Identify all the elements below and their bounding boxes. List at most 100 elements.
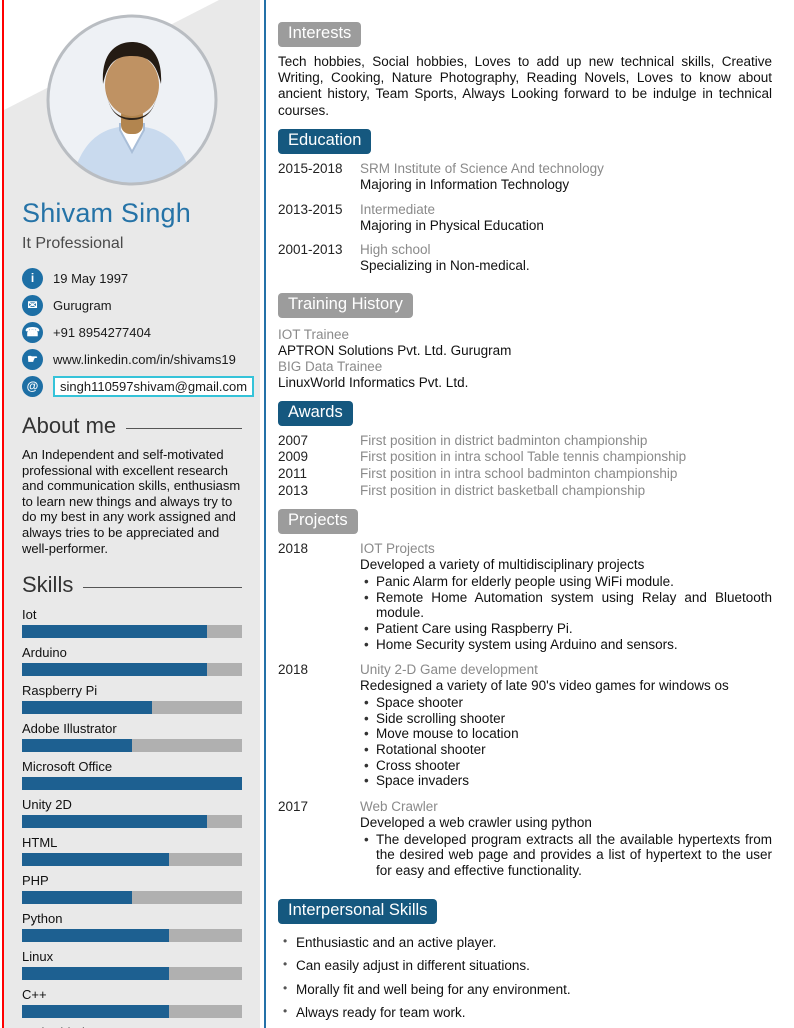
section-badge-education: Education: [278, 128, 372, 154]
person-name: Shivam Singh: [22, 198, 191, 228]
project-bullet: Space shooter: [360, 695, 772, 711]
skill-item: Unity 2D: [22, 797, 242, 829]
location-text: Gurugram: [53, 297, 112, 313]
project-year: 2017: [278, 798, 309, 814]
skill-bar: [22, 777, 242, 791]
education-years: 2013-2015: [278, 201, 343, 217]
column-divider-line: [264, 0, 266, 1028]
project-title: IOT Projects: [360, 541, 435, 557]
skill-label: Adobe Illustrator: [22, 721, 117, 737]
linkedin-link[interactable]: www.linkedin.com/in/shivams19: [53, 351, 236, 367]
project-item: 2018 IOT Projects Developed a variety of…: [278, 541, 772, 652]
skill-label: PHP: [22, 873, 49, 889]
education-major: Majoring in Information Technology: [360, 176, 570, 192]
info-icon: i: [22, 267, 43, 289]
award-text: First position in intra school Table ten…: [360, 449, 687, 465]
project-bullet: The developed program extracts all the a…: [360, 832, 772, 879]
phone-icon: ☎: [22, 321, 43, 343]
project-desc: Redesigned a variety of late 90's video …: [360, 678, 729, 694]
skill-bar-fill: [22, 967, 170, 981]
birthdate-text: 19 May 1997: [53, 270, 129, 286]
sidebar: Shivam Singh It Professional i 19 May 19…: [4, 0, 260, 1028]
award-year: 2011: [278, 466, 308, 481]
skill-item: Iot: [22, 607, 242, 639]
award-text: First position in district badminton cha…: [360, 432, 648, 448]
skill-bar-fill: [22, 625, 207, 639]
project-bullet: Patient Care using Raspberry Pi.: [360, 621, 772, 637]
education-item: 2013-2015 Intermediate Majoring in Physi…: [278, 202, 772, 234]
skill-label: Raspberry Pi: [22, 683, 98, 699]
skill-label: Embedded C: [22, 1025, 242, 1028]
skill-bar-fill: [22, 853, 170, 867]
skill-item: Python: [22, 911, 242, 943]
contact-list: i 19 May 1997 ✉ Gurugram ☎ +91 895427740…: [22, 267, 255, 397]
award-year: 2007: [278, 432, 309, 448]
skill-bar: [22, 967, 242, 981]
project-bullets: Panic Alarm for elderly people using WiF…: [360, 574, 772, 652]
skill-bar: [22, 929, 242, 943]
project-bullet: Side scrolling shooter: [360, 711, 772, 727]
skill-label: Microsoft Office: [22, 759, 113, 775]
skill-bar: [22, 701, 242, 715]
contact-location: ✉ Gurugram: [22, 294, 242, 316]
project-bullet: Space invaders: [360, 773, 772, 789]
project-bullets: Space shooter Side scrolling shooter Mov…: [360, 695, 772, 789]
skill-label: Python: [22, 911, 63, 927]
education-school: SRM Institute of Science And technology: [360, 160, 604, 176]
project-year: 2018: [278, 541, 309, 557]
contact-birthdate: i 19 May 1997: [22, 267, 242, 289]
interpersonal-list: Enthusiastic and an active player. Can e…: [278, 935, 772, 1028]
award-item: 2009 First position in intra school Tabl…: [278, 449, 772, 465]
project-bullet: Panic Alarm for elderly people using WiF…: [360, 574, 772, 590]
skill-item: C++: [22, 987, 242, 1019]
contact-phone: ☎ +91 8954277404: [22, 321, 242, 343]
skill-item: Adobe Illustrator: [22, 721, 242, 753]
education-list: 2015-2018 SRM Institute of Science And t…: [278, 161, 772, 275]
project-year: 2018: [278, 662, 309, 678]
project-bullet: Rotational shooter: [360, 742, 772, 758]
education-school: Intermediate: [360, 201, 436, 217]
skill-label: HTML: [22, 835, 58, 851]
project-bullet: Home Security system using Arduino and s…: [360, 637, 772, 653]
skill-bar: [22, 891, 242, 905]
training-company: APTRON Solutions Pvt. Ltd. Gurugram: [278, 343, 512, 359]
skill-item: PHP: [22, 873, 242, 905]
project-bullet: Move mouse to location: [360, 726, 772, 742]
education-school: High school: [360, 242, 431, 258]
avatar: [46, 14, 218, 186]
heading-rule: [126, 427, 242, 429]
skill-bar-fill: [22, 777, 242, 791]
section-badge-projects: Projects: [278, 509, 358, 535]
award-year: 2009: [278, 449, 309, 465]
education-years: 2001-2013: [278, 242, 343, 258]
awards-list: 2007 First position in district badminto…: [278, 433, 772, 498]
skill-bar: [22, 815, 242, 829]
skill-label: Iot: [22, 607, 37, 623]
award-text: First position in district basketball ch…: [360, 482, 646, 498]
skill-bar-fill: [22, 929, 170, 943]
skills-list: Iot Arduino Raspberry Pi Adobe Illustrat…: [22, 607, 242, 1028]
project-bullet: Cross shooter: [360, 758, 772, 774]
award-year: 2013: [278, 482, 309, 498]
mail-icon: ✉: [22, 294, 43, 316]
email-link[interactable]: singh110597shivam@gmail.com: [53, 375, 255, 397]
skill-label: Arduino: [22, 645, 67, 661]
skill-item: HTML: [22, 835, 242, 867]
contact-linkedin: ☛ www.linkedin.com/in/shivams19: [22, 348, 242, 370]
section-badge-interests: Interests: [278, 22, 362, 47]
skill-label: C++: [22, 987, 47, 1003]
skill-bar-fill: [22, 1005, 170, 1019]
skill-bar-fill: [22, 663, 207, 677]
interpersonal-bullet: Can easily adjust in different situation…: [278, 958, 772, 974]
profile-photo: [44, 12, 220, 188]
training-role: BIG Data Trainee: [278, 359, 383, 375]
section-badge-awards: Awards: [278, 400, 353, 426]
at-icon: @: [22, 375, 43, 397]
project-bullets: The developed program extracts all the a…: [360, 832, 772, 879]
skill-bar: [22, 1005, 242, 1019]
skill-label: Linux: [22, 949, 54, 965]
education-item: 2015-2018 SRM Institute of Science And t…: [278, 161, 772, 193]
main-content: Interests Tech hobbies, Social hobbies, …: [266, 0, 794, 1028]
skill-bar-fill: [22, 739, 132, 753]
